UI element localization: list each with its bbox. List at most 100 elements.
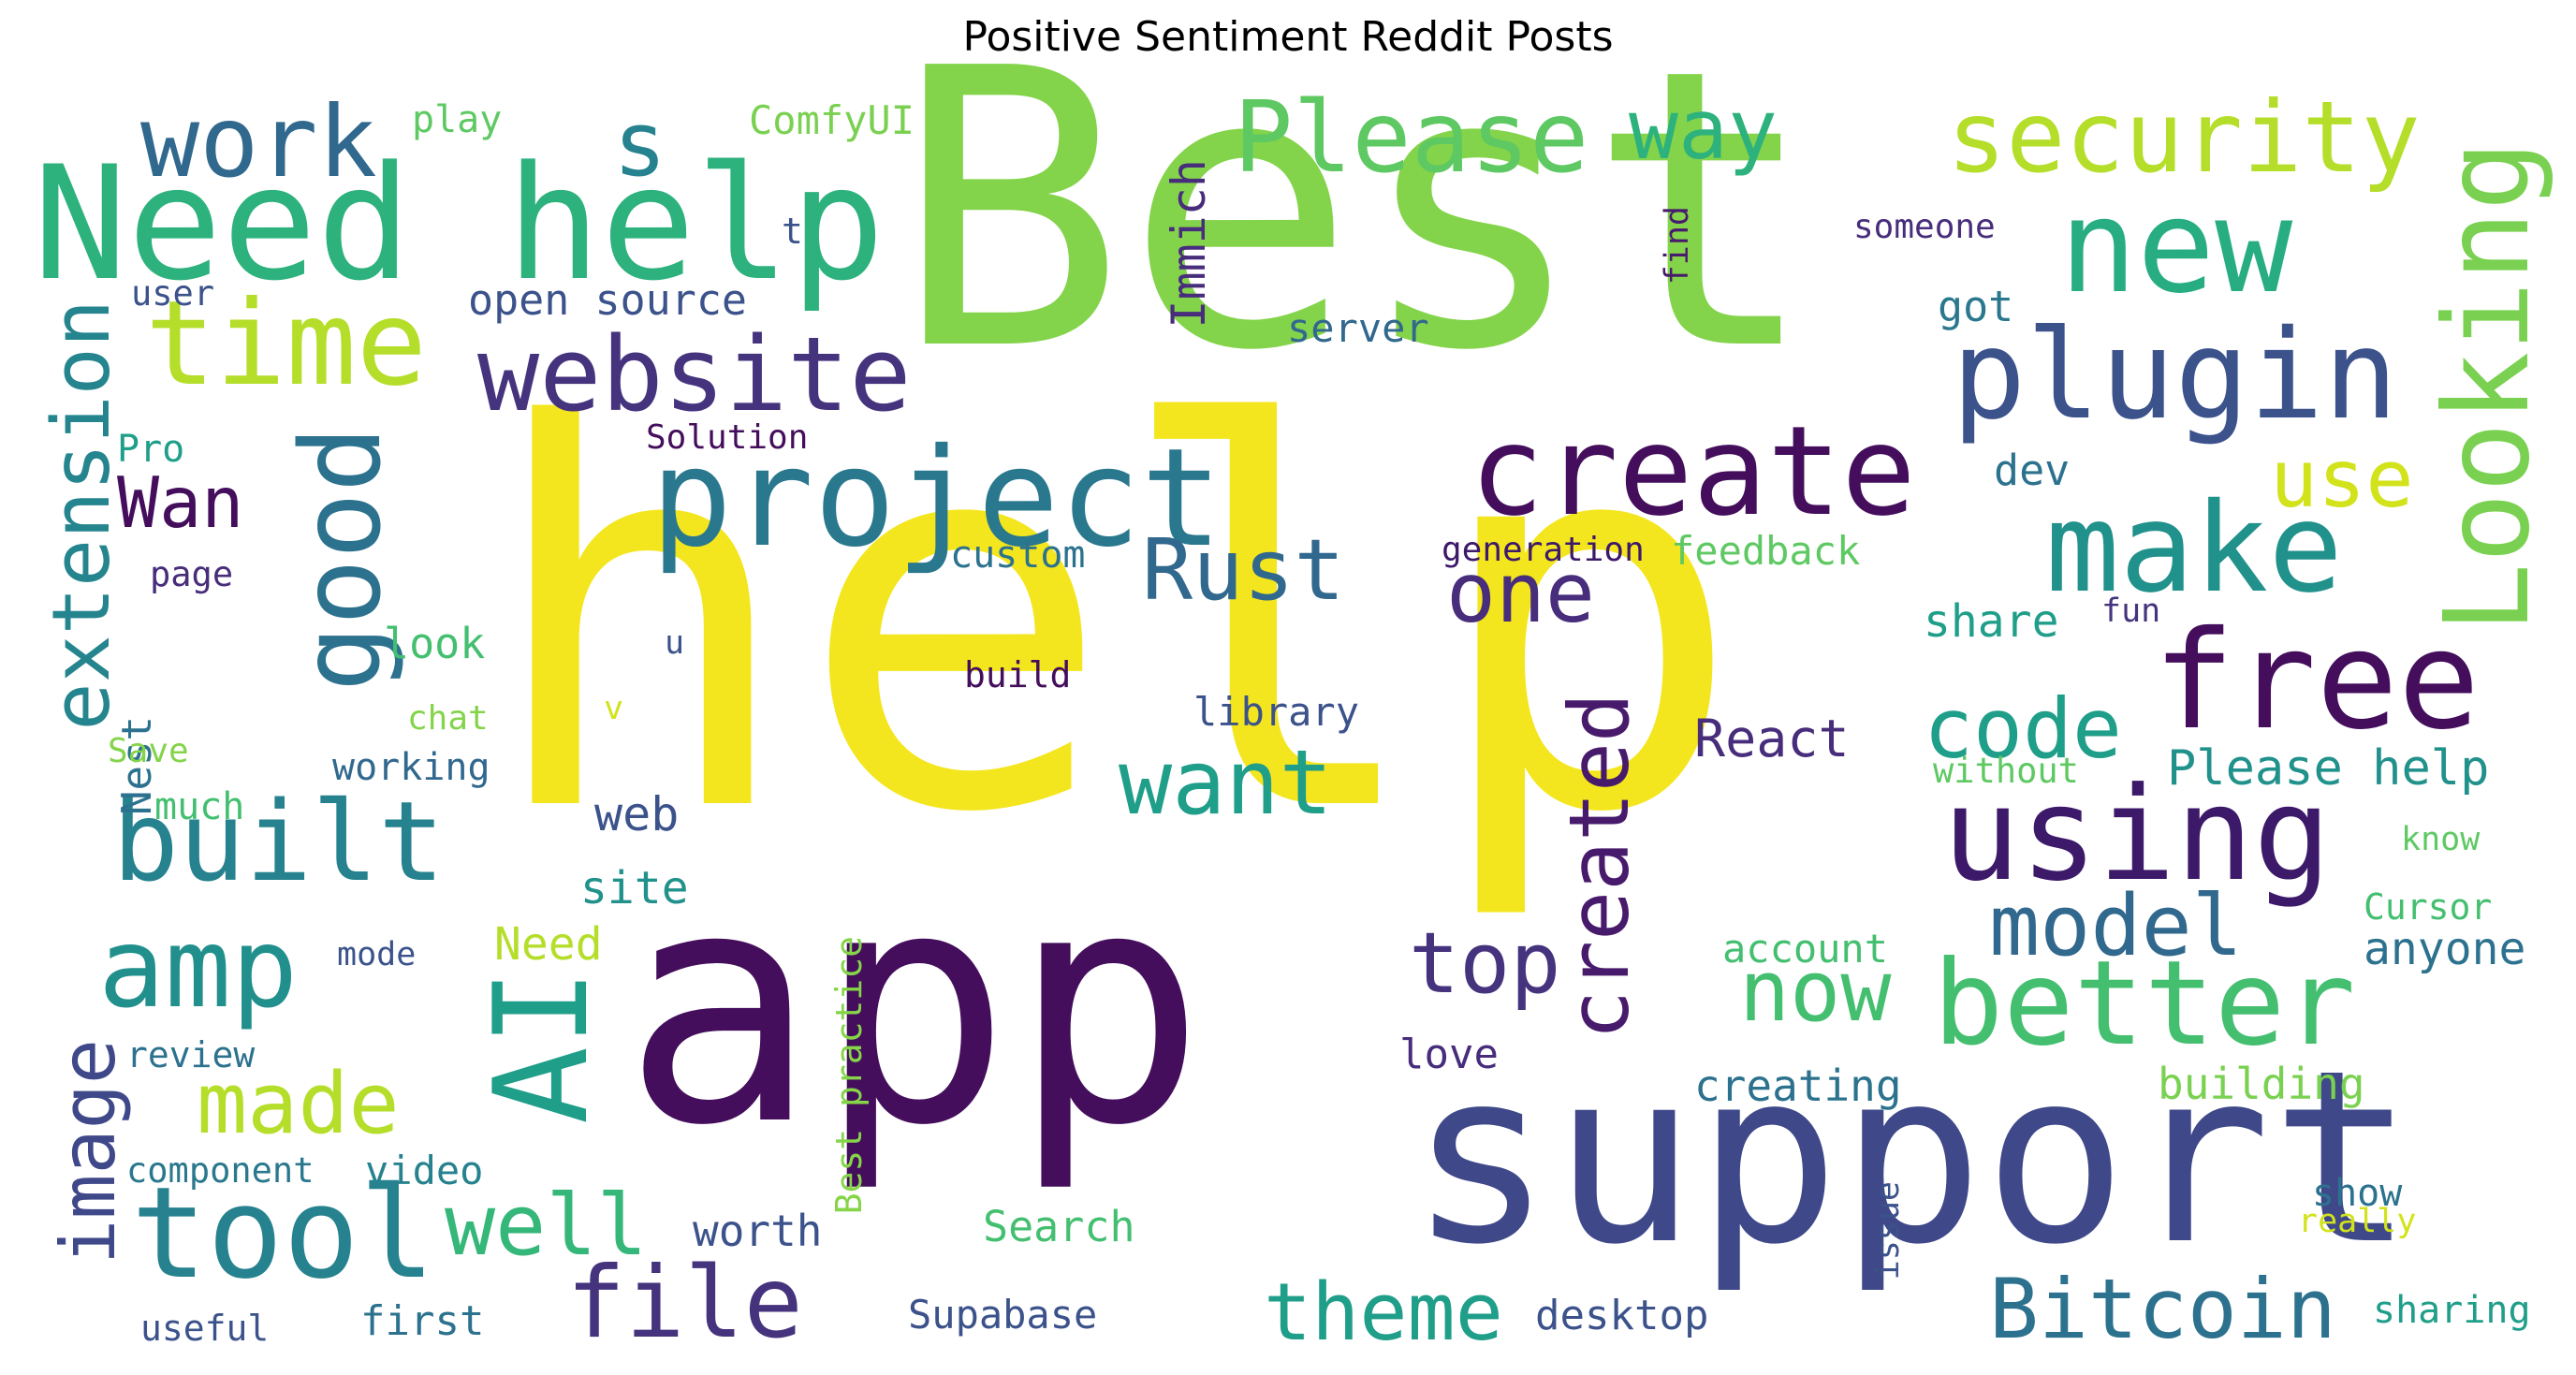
word-pro: Pro — [117, 428, 185, 471]
word-v: v — [604, 690, 624, 727]
word-best-practice: Best practice — [828, 936, 870, 1215]
word-good: good — [276, 426, 405, 693]
word-u: u — [665, 624, 685, 662]
word-image: image — [45, 1039, 132, 1265]
word-wan: Wan — [117, 461, 244, 544]
word-sharing: sharing — [2373, 1289, 2531, 1332]
word-plugin: plugin — [1952, 303, 2398, 447]
word-make: make — [2045, 476, 2343, 621]
word-got: got — [1938, 282, 2014, 331]
word-first: first — [360, 1297, 485, 1345]
word-now: now — [1739, 943, 1892, 1041]
word-chat: chat — [407, 699, 489, 738]
word-time: time — [145, 276, 428, 412]
word-top: top — [1409, 914, 1561, 1013]
word-want: want — [1119, 732, 1333, 835]
word-dev: dev — [1994, 446, 2071, 495]
word-love: love — [1399, 1031, 1499, 1078]
word-work: work — [140, 85, 377, 199]
word-creating: creating — [1694, 1061, 1902, 1111]
word-need: Need — [494, 918, 603, 971]
word-t: t — [782, 211, 803, 252]
word-component: component — [126, 1150, 315, 1191]
word-show: show — [2312, 1172, 2403, 1215]
word-one: one — [1446, 545, 1595, 641]
word-site: site — [580, 862, 689, 914]
word-user: user — [131, 273, 215, 314]
word-s: s — [613, 94, 667, 197]
word-please: Please — [1234, 80, 1589, 195]
word-web: web — [594, 787, 680, 841]
word-building: building — [2158, 1059, 2365, 1109]
word-please-help: Please help — [2167, 740, 2490, 797]
word-way: way — [1629, 81, 1778, 178]
word-better: better — [1933, 936, 2356, 1072]
word-looking: Looking — [2420, 140, 2555, 634]
word-generation: generation — [1442, 531, 1645, 569]
word-app: app — [622, 821, 1207, 1196]
word-well: well — [445, 1177, 648, 1275]
word-create: create — [1470, 400, 1916, 544]
word-custom: custom — [950, 534, 1086, 577]
word-worth: worth — [693, 1206, 823, 1256]
word-tool: tool — [131, 1160, 436, 1307]
word-mode: mode — [337, 936, 417, 973]
word-free: free — [2153, 602, 2481, 760]
word-share: share — [1924, 595, 2059, 648]
word-built: built — [112, 777, 446, 906]
word-new: new — [2059, 171, 2293, 322]
word-account: account — [1722, 926, 1889, 972]
word-rust: Rust — [1142, 521, 1345, 620]
word-security: security — [1947, 80, 2421, 195]
word-comfyui: ComfyUI — [749, 97, 915, 143]
word-made: made — [197, 1055, 400, 1153]
word-open-source: open source — [468, 275, 748, 325]
word-code: code — [1924, 680, 2122, 777]
word-theme: theme — [1264, 1266, 1503, 1359]
word-really: really — [2298, 1203, 2417, 1240]
word-supabase: Supabase — [908, 1292, 1098, 1338]
word-much: much — [154, 785, 245, 828]
word-created: created — [1551, 693, 1647, 1040]
word-file: file — [566, 1246, 803, 1360]
word-working: working — [332, 746, 490, 789]
word-library: library — [1193, 689, 1360, 735]
word-search: Search — [983, 1202, 1135, 1251]
word-need-help: Need help — [33, 132, 886, 315]
word-feedback: feedback — [1671, 528, 1861, 574]
word-issue: issue — [1869, 1181, 1907, 1280]
word-solution: Solution — [646, 418, 809, 457]
word-page: page — [150, 554, 234, 594]
word-react: React — [1694, 709, 1850, 768]
word-model: model — [1989, 877, 2243, 975]
word-project: project — [651, 419, 1223, 578]
word-save: Save — [108, 732, 189, 770]
word-look: look — [384, 619, 486, 668]
word-without: without — [1933, 751, 2079, 791]
word-support: support — [1409, 1019, 2415, 1297]
word-immich: Immich — [1162, 159, 1216, 329]
word-anyone: anyone — [2364, 923, 2526, 975]
word-cursor: Cursor — [2364, 886, 2493, 928]
word-video: video — [365, 1148, 484, 1193]
word-website: website — [477, 314, 912, 434]
word-use: use — [2270, 433, 2414, 526]
word-find: find — [1659, 206, 1696, 285]
word-extension: extension — [36, 300, 128, 731]
word-build: build — [964, 654, 1072, 695]
word-desktop: desktop — [1535, 1292, 1709, 1339]
word-ai: AI — [466, 969, 617, 1125]
word-amp: amp — [98, 903, 299, 1032]
word-help: help — [482, 317, 1745, 928]
word-server: server — [1287, 305, 1429, 351]
word-bitcoin: Bitcoin — [1989, 1261, 2336, 1357]
word-using: using — [1942, 759, 2332, 910]
word-best: Best — [894, 0, 1819, 434]
word-know: know — [2401, 821, 2481, 858]
word-someone: someone — [1853, 208, 1996, 246]
word-play: play — [412, 98, 503, 141]
page-title: Positive Sentiment Reddit Posts — [962, 13, 1614, 61]
word-fun: fun — [2101, 592, 2161, 630]
word-useful: useful — [140, 1308, 270, 1349]
